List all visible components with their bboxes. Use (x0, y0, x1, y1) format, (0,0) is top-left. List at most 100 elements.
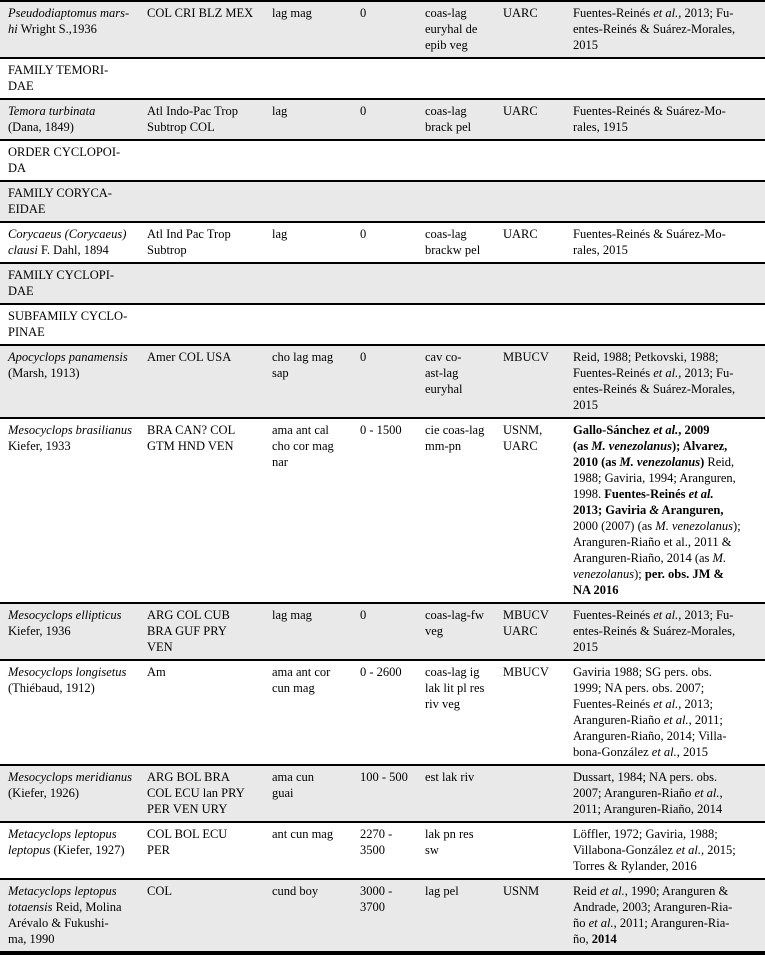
museum-cell: MBUCV UARC (503, 607, 573, 655)
museum-cell: USNM (503, 883, 573, 947)
table-row: Mesocyclops longisetus (Thiébaud, 1912) Am… (0, 661, 765, 766)
text-line: lag mag (272, 608, 312, 622)
habitat-codes-cell: ama ant cal cho cor mag nar (272, 422, 360, 598)
museum-cell: USNM, UARC (503, 422, 573, 598)
text-line: cav co- (425, 350, 462, 364)
text-line: MBUCV (503, 665, 549, 679)
text-line: Fuentes-Reinés & Suárez-Mo- (573, 227, 726, 241)
text-line: DAE (8, 79, 34, 93)
text-line: riv veg (425, 697, 461, 711)
text-line: sap (272, 366, 289, 380)
text-line: NA 2016 (573, 583, 619, 597)
habitat-codes-cell: lag mag (272, 5, 360, 53)
text-line: FAMILY CYCLOPI- (8, 268, 115, 282)
species-cell: Metacyclops leptopus leptopus (Kiefer, 19… (8, 826, 147, 874)
text-line: 2000 (2007) (as M. venezolanus); (573, 519, 741, 533)
references-cell: Reid, 1988; Petkovski, 1988; Fuentes-Rein… (573, 349, 763, 413)
text-line: 0 (360, 608, 367, 622)
table-row: Metacyclops leptopus totaensis Reid, Moli… (0, 880, 765, 951)
text-line: Villabona-González et al., 2015; (573, 843, 736, 857)
text-line: Fuentes-Reinés et al., 2013; Fu- (573, 366, 734, 380)
habitat-codes-cell: ama cun guai (272, 769, 360, 817)
depth-cell: 3000 - 3700 (360, 883, 425, 947)
references-cell: Dussart, 1984; NA pers. obs. 2007; Arangu… (573, 769, 763, 817)
habitat-type-cell: coas-lag-fw veg (425, 607, 503, 655)
text-line: 0 - 1500 (360, 423, 402, 437)
text-line: Atl Ind Pac Trop (147, 227, 231, 241)
text-line: PER (147, 843, 170, 857)
depth-cell: 0 (360, 103, 425, 135)
text-line: 1998. Fuentes-Reinés et al. (573, 487, 714, 501)
text-line: MBUCV (503, 608, 549, 622)
text-line: ARG BOL BRA (147, 770, 230, 784)
text-line: ARG COL CUB (147, 608, 230, 622)
text-line: coas-lag (425, 227, 467, 241)
text-line: BRA GUF PRY (147, 624, 227, 638)
text-line: DA (8, 161, 27, 175)
species-cell: Pseudodiaptomus mars-hi Wright S.,1936 (8, 5, 147, 53)
text-line: hi Wright S.,1936 (8, 22, 97, 36)
text-line: SUBFAMILY CYCLO- (8, 309, 128, 323)
text-line: leptopus (Kiefer, 1927) (8, 843, 125, 857)
text-line: nar (272, 455, 288, 469)
text-line: rales, 2015 (573, 243, 628, 257)
text-line: venezolanus); per. obs. JM & (573, 567, 724, 581)
species-cell: Metacyclops leptopus totaensis Reid, Moli… (8, 883, 147, 947)
text-line: ORDER CYCLOPOI- (8, 145, 121, 159)
distribution-cell: ARG BOL BRA COL ECU lan PRY PER VEN URY (147, 769, 272, 817)
text-line: Temora turbinata (8, 104, 96, 118)
text-line: lag pel (425, 884, 459, 898)
text-line: Mesocyclops ellipticus (8, 608, 122, 622)
text-line: FAMILY CORYCA- (8, 186, 112, 200)
species-cell: Mesocyclops ellipticus Kiefer, 1936 (8, 607, 147, 655)
text-line: Pseudodiaptomus mars- (8, 6, 130, 20)
habitat-type-cell: coas-lag euryhal de epib veg (425, 5, 503, 53)
text-line: COL (147, 884, 172, 898)
depth-cell: 100 - 500 (360, 769, 425, 817)
text-line: VEN (147, 640, 173, 654)
text-line: rales, 1915 (573, 120, 628, 134)
text-line: 1999; NA pers. obs. 2007; (573, 681, 705, 695)
text-line: Andrade, 2003; Aranguren-Ria- (573, 900, 733, 914)
references-cell: Gallo-Sánchez et al., 2009 (as M. venezol… (573, 422, 763, 598)
text-line: MBUCV (503, 350, 549, 364)
text-line: cho lag mag (272, 350, 334, 364)
text-line: Amer COL USA (147, 350, 232, 364)
text-line: guai (272, 786, 294, 800)
distribution-cell: ARG COL CUB BRA GUF PRY VEN (147, 607, 272, 655)
text-line: 2007; Aranguren-Riaño et al., (573, 786, 723, 800)
habitat-type-cell: coas-lag brack pel (425, 103, 503, 135)
text-line: (Kiefer, 1926) (8, 786, 79, 800)
group-header-label: SUBFAMILY CYCLO- PINAE (8, 308, 147, 340)
habitat-codes-cell: lag (272, 226, 360, 258)
text-line: Fuentes-Reinés et al., 2013; Fu- (573, 6, 734, 20)
distribution-cell: COL CRI BLZ MEX (147, 5, 272, 53)
text-line: 0 - 2600 (360, 665, 402, 679)
species-cell: Temora turbinata (Dana, 1849) (8, 103, 147, 135)
text-line: cun mag (272, 681, 315, 695)
text-line: mm-pn (425, 439, 462, 453)
museum-cell: MBUCV (503, 664, 573, 760)
text-line: ño, 2014 (573, 932, 617, 946)
text-line: Subtrop (147, 243, 187, 257)
text-line: Subtrop COL (147, 120, 215, 134)
text-line: Am (147, 665, 166, 679)
habitat-codes-cell: lag mag (272, 607, 360, 655)
group-header-row: FAMILY CYCLOPI- DAE (0, 264, 765, 305)
text-line: Gaviria 1988; SG pers. obs. (573, 665, 712, 679)
habitat-codes-cell: ama ant cor cun mag (272, 664, 360, 760)
text-line: 0 (360, 6, 367, 20)
habitat-type-cell: cav co-ast-lag euryhal (425, 349, 503, 413)
text-line: Corycaeus (Corycaeus) (8, 227, 127, 241)
text-line: 3700 (360, 900, 385, 914)
distribution-cell: COL (147, 883, 272, 947)
text-line: coas-lag-fw (425, 608, 484, 622)
species-cell: Mesocyclops meridianus (Kiefer, 1926) (8, 769, 147, 817)
text-line: ama ant cor (272, 665, 331, 679)
distribution-cell: BRA CAN? COL GTM HND VEN (147, 422, 272, 598)
text-line: (as M. venezolanus); Alvarez, (573, 439, 728, 453)
text-line: Mesocyclops brasilianus (8, 423, 132, 437)
group-header-row: FAMILY TEMORI- DAE (0, 59, 765, 100)
species-cell: Corycaeus (Corycaeus) clausi F. Dahl, 189… (8, 226, 147, 258)
